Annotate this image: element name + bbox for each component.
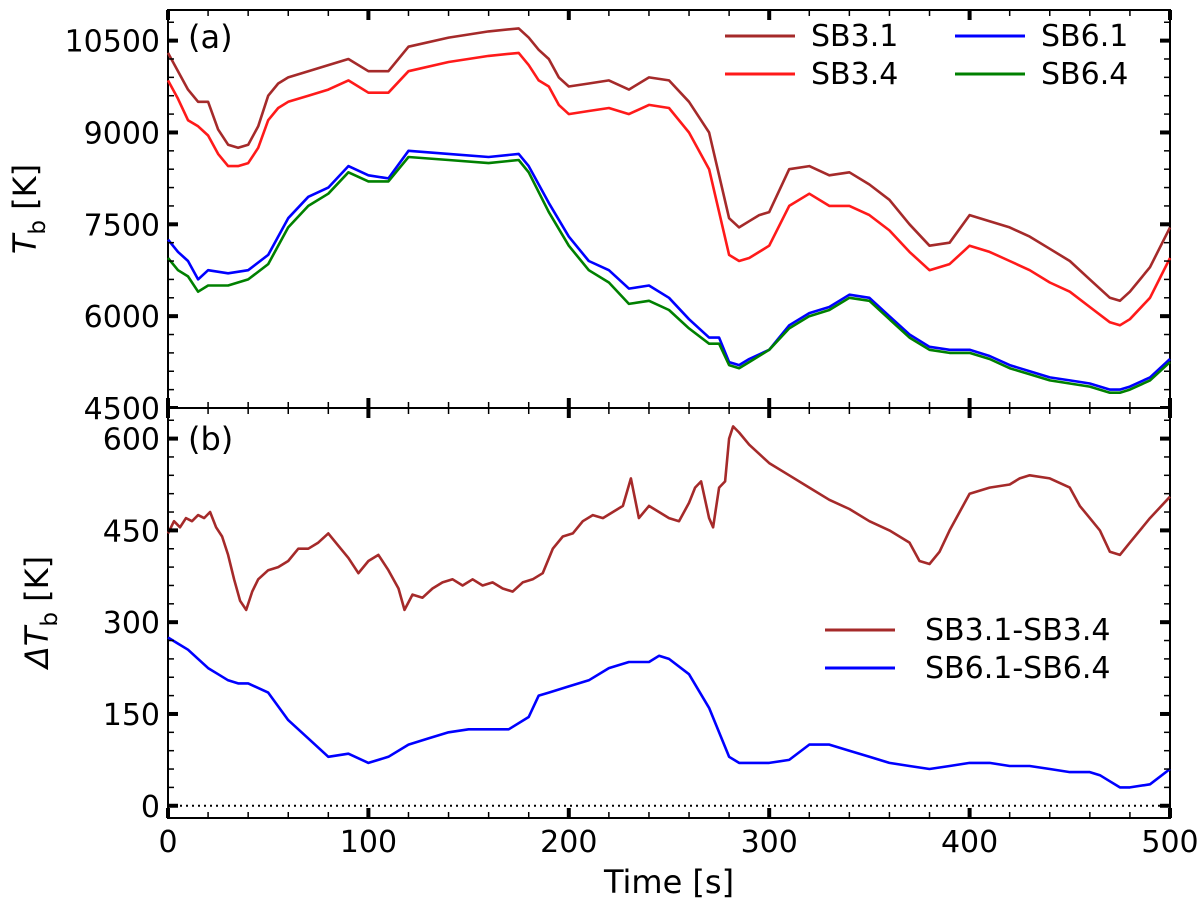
series-line-sb6-1-sb6-4 — [167, 636, 1171, 789]
y-tick-label: 4500 — [84, 392, 160, 427]
panel-a-x-ticks — [166, 10, 1172, 408]
y-tick-label: 9000 — [84, 116, 160, 151]
legend-label: SB3.1-SB3.4 — [925, 613, 1111, 648]
x-tick-label: 500 — [1141, 825, 1198, 860]
series-line-sb6-1 — [166, 149, 1171, 391]
y-tick-label: 450 — [103, 514, 160, 549]
legend-label: SB6.4 — [1041, 57, 1128, 92]
panel-b-y-axis-symbol: ΔT — [18, 624, 56, 671]
panel-a-series-group — [166, 27, 1172, 395]
x-tick-label: 200 — [540, 825, 597, 860]
panel-a-y-axis-unit: [K] — [6, 164, 44, 220]
x-tick-label: 300 — [741, 825, 798, 860]
legend-label: SB6.1-SB6.4 — [925, 651, 1111, 686]
panel-a-y-axis-label: Tb [K] — [6, 164, 51, 254]
series-line-sb6-4 — [166, 155, 1171, 395]
panel-b-y-axis-label: ΔTb [K] — [18, 556, 63, 671]
y-tick-label: 10500 — [65, 25, 160, 60]
legend-label: SB6.1 — [1041, 19, 1128, 54]
panel-b-delta-tb: 0 150 300 450 600 0 100 200 300 400 500 (b) ΔTb [… — [18, 407, 1199, 860]
panel-b-x-ticks: 0 100 200 300 400 500 — [158, 408, 1199, 860]
x-tick-label: 400 — [941, 825, 998, 860]
series-line-sb3-1 — [166, 27, 1172, 303]
legend-label: SB3.4 — [811, 57, 898, 92]
panel-b-y-axis-unit: [K] — [18, 556, 56, 612]
y-tick-label: 300 — [103, 606, 160, 641]
y-tick-label: 150 — [103, 698, 160, 733]
panel-a-legend: SB3.1 SB6.1 SB3.4 SB6.4 — [725, 19, 1128, 92]
panel-a-label: (a) — [188, 18, 233, 56]
panel-b-y-axis-subscript: b — [37, 612, 63, 627]
panel-b-y-ticks: 0 150 300 450 600 — [103, 419, 1170, 825]
y-tick-label: 0 — [141, 790, 160, 825]
panel-a-y-axis-subscript: b — [25, 220, 51, 235]
x-axis-label: Time [s] — [603, 863, 734, 900]
series-line-sb3-1-sb3-4 — [166, 425, 1171, 612]
series-line-sb3-4 — [166, 51, 1172, 327]
y-tick-label: 7500 — [84, 208, 160, 243]
y-tick-label: 600 — [103, 423, 160, 458]
panel-b-plot-frame — [167, 407, 1171, 819]
y-tick-label: 6000 — [84, 300, 160, 335]
x-tick-label: 0 — [158, 825, 177, 860]
x-tick-label: 100 — [340, 825, 397, 860]
panel-b-label: (b) — [188, 420, 233, 458]
panel-a-plot-frame — [167, 9, 1171, 409]
panel-a-y-ticks: 4500 6000 7500 9000 10500 — [65, 21, 1170, 427]
panel-b-series-group — [166, 425, 1171, 789]
legend-label: SB3.1 — [811, 19, 898, 54]
panel-a-y-axis-symbol: T — [6, 232, 44, 254]
